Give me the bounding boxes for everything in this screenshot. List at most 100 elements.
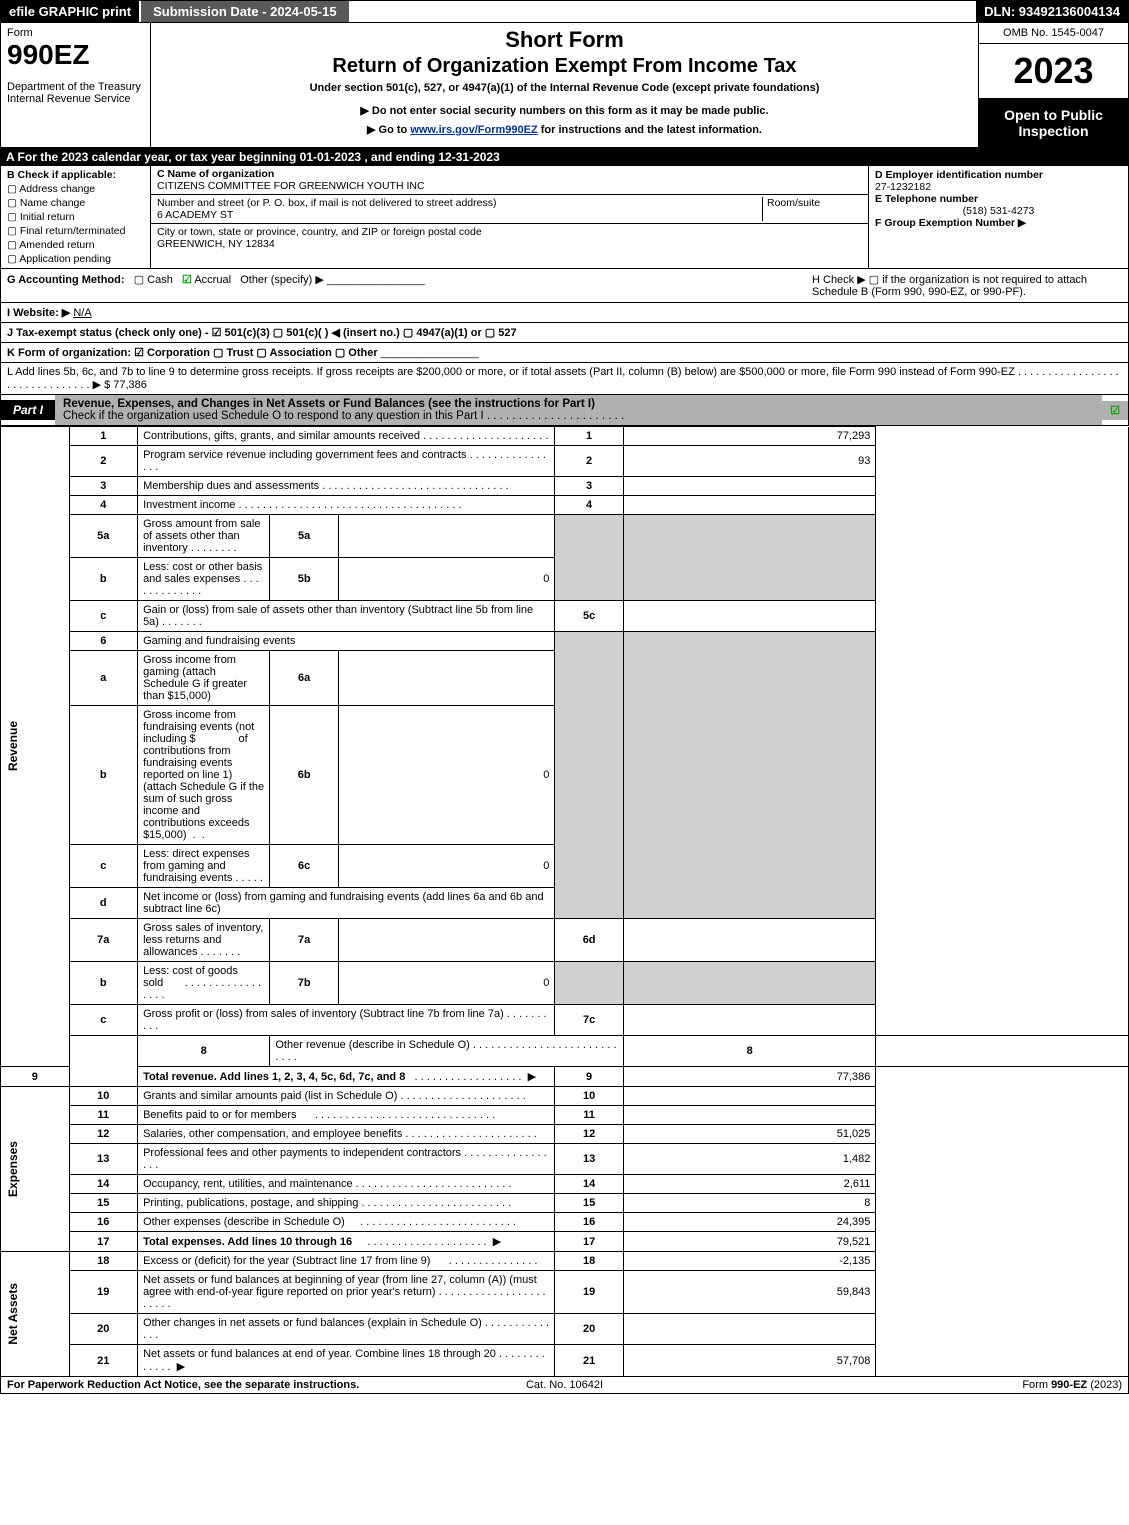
org-name: CITIZENS COMMITTEE FOR GREENWICH YOUTH I… bbox=[157, 180, 425, 192]
expenses-text: Expenses bbox=[6, 1141, 20, 1197]
line-2-col: 2 bbox=[555, 446, 624, 477]
line-6b-subval: 0 bbox=[338, 706, 554, 845]
netassets-text: Net Assets bbox=[6, 1283, 20, 1345]
dln-label: DLN: 93492136004134 bbox=[976, 1, 1128, 22]
line-6c-subval: 0 bbox=[338, 845, 554, 888]
line-5a-desc: Gross amount from sale of assets other t… bbox=[138, 515, 270, 558]
line-6d-num: d bbox=[69, 888, 138, 919]
line-12-amt: 51,025 bbox=[623, 1125, 876, 1144]
row-gh: G Accounting Method: ▢ Cash ☑ Accrual Ot… bbox=[0, 269, 1129, 303]
line-20-col: 20 bbox=[555, 1314, 624, 1345]
chk-final[interactable]: ▢ Final return/terminated bbox=[7, 225, 144, 237]
d-label: D Employer identification number bbox=[875, 169, 1043, 181]
shade-7 bbox=[555, 962, 624, 1005]
line-19-col: 19 bbox=[555, 1271, 624, 1314]
form-header: Form 990EZ Department of the Treasury In… bbox=[0, 23, 1129, 148]
line-7a-sub: 7a bbox=[270, 919, 339, 962]
line-14-num: 14 bbox=[69, 1175, 138, 1194]
chk-name[interactable]: ▢ Name change bbox=[7, 197, 144, 209]
line-1-num: 1 bbox=[69, 427, 138, 446]
line-6c-sub: 6c bbox=[270, 845, 339, 888]
goto-post: for instructions and the latest informat… bbox=[538, 124, 762, 136]
line-2-amt: 93 bbox=[623, 446, 876, 477]
line-10-desc: Grants and similar amounts paid (list in… bbox=[138, 1087, 555, 1106]
line-19-amt: 59,843 bbox=[623, 1271, 876, 1314]
chk-initial[interactable]: ▢ Initial return bbox=[7, 211, 144, 223]
line-16-desc: Other expenses (describe in Schedule O) … bbox=[138, 1213, 555, 1232]
shade-7-amt bbox=[623, 962, 876, 1005]
title-return: Return of Organization Exempt From Incom… bbox=[161, 55, 968, 78]
expenses-sidelabel: Expenses bbox=[1, 1087, 70, 1252]
line-7a-num: 7a bbox=[69, 919, 138, 962]
line-6b-num: b bbox=[69, 706, 138, 845]
line-6-num: 6 bbox=[69, 632, 138, 651]
line-19-num: 19 bbox=[69, 1271, 138, 1314]
line-5b-subval: 0 bbox=[338, 558, 554, 601]
line-18-amt: -2,135 bbox=[623, 1252, 876, 1271]
ein-value: 27-1232182 bbox=[875, 181, 931, 193]
line-12-num: 12 bbox=[69, 1125, 138, 1144]
submission-date: Submission Date - 2024-05-15 bbox=[139, 1, 349, 22]
line-17-num: 17 bbox=[69, 1232, 138, 1252]
line-15-col: 15 bbox=[555, 1194, 624, 1213]
line-5c-col: 5c bbox=[555, 601, 624, 632]
title-short-form: Short Form bbox=[161, 27, 968, 53]
line-11-col: 11 bbox=[555, 1106, 624, 1125]
opt-pending: Application pending bbox=[19, 253, 111, 265]
line-16-col: 16 bbox=[555, 1213, 624, 1232]
part1-schedule-o-check[interactable]: ☑ bbox=[1102, 401, 1128, 420]
netassets-sidelabel: Net Assets bbox=[1, 1252, 70, 1377]
line-14-desc: Occupancy, rent, utilities, and maintena… bbox=[138, 1175, 555, 1194]
line-4-col: 4 bbox=[555, 496, 624, 515]
line-4-num: 4 bbox=[69, 496, 138, 515]
shade-5 bbox=[555, 515, 624, 601]
line-3-num: 3 bbox=[69, 477, 138, 496]
header-right: OMB No. 1545-0047 2023 Open to Public In… bbox=[978, 23, 1128, 147]
line-18-num: 18 bbox=[69, 1252, 138, 1271]
j-text: J Tax-exempt status (check only one) - ☑… bbox=[7, 327, 517, 339]
line-14-amt: 2,611 bbox=[623, 1175, 876, 1194]
line-6c-num: c bbox=[69, 845, 138, 888]
chk-amended[interactable]: ▢ Amended return bbox=[7, 239, 144, 251]
line-6a-sub: 6a bbox=[270, 651, 339, 706]
city-row: City or town, state or province, country… bbox=[151, 224, 868, 252]
line-11-amt bbox=[623, 1106, 876, 1125]
line-9-amt: 77,386 bbox=[623, 1067, 876, 1087]
line-5b-sub: 5b bbox=[270, 558, 339, 601]
chk-address[interactable]: ▢ Address change bbox=[7, 183, 144, 195]
line-10-amt bbox=[623, 1087, 876, 1106]
line-8-col: 8 bbox=[623, 1036, 876, 1067]
line-7b-num: b bbox=[69, 962, 138, 1005]
line-4-desc: Investment income . . . . . . . . . . . … bbox=[138, 496, 555, 515]
line-7c-num: c bbox=[69, 1005, 138, 1036]
irs-link[interactable]: www.irs.gov/Form990EZ bbox=[410, 124, 537, 136]
line-12-desc: Salaries, other compensation, and employ… bbox=[138, 1125, 555, 1144]
line-13-amt: 1,482 bbox=[623, 1144, 876, 1175]
revenue-text: Revenue bbox=[6, 721, 20, 771]
chk-pending[interactable]: ▢ Application pending bbox=[7, 253, 144, 265]
f-label: F Group Exemption Number ▶ bbox=[875, 217, 1026, 229]
line-9-desc: Total revenue. Add lines 1, 2, 3, 4, 5c,… bbox=[138, 1067, 555, 1087]
line-16-num: 16 bbox=[69, 1213, 138, 1232]
line-8-desc: Other revenue (describe in Schedule O) .… bbox=[270, 1036, 624, 1067]
b-label: B Check if applicable: bbox=[7, 169, 116, 181]
row-k-form-org: K Form of organization: ☑ Corporation ▢ … bbox=[0, 343, 1129, 363]
line-7c-col: 7c bbox=[555, 1005, 624, 1036]
line-6d-col: 6d bbox=[555, 919, 624, 962]
line-6d-amt bbox=[623, 919, 876, 962]
line-7b-desc: Less: cost of goods sold . . . . . . . .… bbox=[138, 962, 270, 1005]
line-1-col: 1 bbox=[555, 427, 624, 446]
city-label: City or town, state or province, country… bbox=[157, 226, 482, 238]
line-15-desc: Printing, publications, postage, and shi… bbox=[138, 1194, 555, 1213]
line-17-desc: Total expenses. Add lines 10 through 16 … bbox=[138, 1232, 555, 1252]
row-j-tax-exempt: J Tax-exempt status (check only one) - ☑… bbox=[0, 323, 1129, 343]
line-5b-num: b bbox=[69, 558, 138, 601]
check-icon: ☑ bbox=[1110, 405, 1120, 417]
line-5c-num: c bbox=[69, 601, 138, 632]
line-6b-desc: Gross income from fundraising events (no… bbox=[138, 706, 270, 845]
part1-header: Part I Revenue, Expenses, and Changes in… bbox=[0, 395, 1129, 426]
footer-center: Cat. No. 10642I bbox=[526, 1379, 603, 1391]
h-schedule-b: H Check ▶ ▢ if the organization is not r… bbox=[812, 273, 1122, 298]
column-c: C Name of organization CITIZENS COMMITTE… bbox=[151, 166, 868, 268]
line-7b-subval: 0 bbox=[338, 962, 554, 1005]
